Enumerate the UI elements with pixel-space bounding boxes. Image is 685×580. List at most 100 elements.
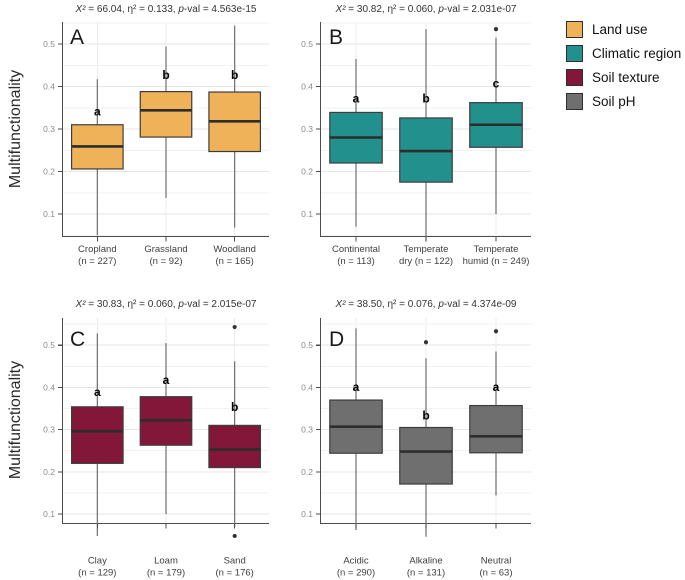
category-label: (n = 113) [337,256,375,267]
legend-item-soil-texture: Soil texture [566,65,681,89]
panel-c: 0.1 0.2 0.3 0.4 0.5 X² = 30.83, η² = 0.060, p… [43,299,269,579]
significance-letter: b [231,68,238,82]
panel-letter: A [70,26,84,49]
y-tick-label: 0.3 [301,425,313,435]
category-label: Temperate [474,244,519,255]
iqr-box [139,90,193,138]
y-tick-label: 0.4 [43,382,55,392]
significance-letter: b [422,91,429,105]
boxplot-loam: a Loam(n = 179) [139,343,193,579]
category-label: Woodland [213,244,256,255]
y-tick-label: 0.5 [43,39,55,49]
legend-item-climatic-region: Climatic region [566,41,681,65]
outlier-dot [493,27,499,32]
category-label: (n = 290) [337,568,375,579]
y-tick-label: 0.2 [301,467,313,477]
y-tick-label: 0.3 [43,425,55,435]
outlier-dot [232,533,237,539]
panel-stats-title: X² = 30.82, η² = 0.060, p-val = 2.031e-0… [335,4,517,15]
y-axis-title-row2: Multifunctionality [7,360,24,480]
legend-item-land-use: Land use [566,17,681,41]
category-label: Alkaline [409,556,442,567]
outlier-dot [232,324,237,330]
y-tick-label: 0.5 [301,39,313,49]
outlier-dot [423,340,429,345]
legend-label-climatic-region: Climatic region [592,45,682,61]
y-tick-label: 0.1 [301,209,313,219]
category-label: (n = 176) [216,568,254,579]
legend-label-soil-ph: Soil pH [592,93,636,109]
y-tick-label: 0.1 [43,509,55,519]
panel-letter: C [70,328,85,351]
y-tick-label: 0.4 [301,382,313,392]
category-label: (n = 179) [147,568,185,579]
category-label: (n = 227) [78,256,116,267]
category-label: humid (n = 249) [463,256,530,267]
y-tick-label: 0.3 [43,124,55,134]
panel-b: 0.1 0.2 0.3 0.4 0.5 X² = 30.82, η² = 0.060, p… [301,4,531,267]
y-tick-label: 0.3 [301,124,313,134]
y-tick-label: 0.4 [43,82,55,92]
y-tick-label: 0.2 [43,467,55,477]
category-label: Sand [224,556,246,567]
iqr-box [70,406,124,464]
panel-d: 0.1 0.2 0.3 0.4 0.5 X² = 38.50, η² = 0.076, p… [301,299,531,579]
category-label: Cropland [78,244,117,255]
legend-item-soil-ph: Soil pH [566,89,681,113]
significance-letter: b [162,68,169,82]
boxplot-grassland: b Grassland(n = 92) [139,46,193,267]
boxplot-acidic: a Acidic(n = 290) [329,328,383,579]
legend-swatch-soil-ph [566,92,583,110]
legend-swatch-soil-texture [566,68,583,86]
significance-letter: b [422,408,429,422]
significance-letter: c [493,77,500,91]
category-label: (n = 129) [78,568,116,579]
significance-letter: a [163,373,170,387]
panel-a: 0.1 0.2 0.3 0.4 0.5 X² = 66.04, η² = 0.133, p… [43,4,269,267]
y-tick-label: 0.1 [43,209,55,219]
category-label: Acidic [343,556,369,567]
category-label: Clay [88,556,107,567]
boxplot-continental: a Continental(n = 113) [329,58,383,267]
category-label: Temperate [404,244,449,255]
panel-stats-title: X² = 30.83, η² = 0.060, p-val = 2.015e-0… [75,299,257,310]
category-label: dry (n = 122) [399,256,453,267]
significance-letter: a [353,380,360,394]
y-tick-label: 0.5 [301,340,313,350]
boxplot-cropland: a Cropland(n = 227) [70,79,124,267]
legend-swatch-land-use [566,20,583,38]
boxplot-alkaline: b Alkaline(n = 131) [399,340,453,579]
category-label: (n = 131) [407,568,445,579]
significance-letter: a [493,380,500,394]
outlier-dot [493,329,499,334]
boxplot-clay: a Clay(n = 129) [70,333,124,579]
legend-label-soil-texture: Soil texture [592,69,660,85]
y-tick-label: 0.2 [301,167,313,177]
iqr-box [208,424,262,469]
legend: Land use Climatic region Soil texture So… [566,17,681,113]
category-label: (n = 92) [149,256,182,267]
boxplot-woodland: b Woodland(n = 165) [208,25,262,267]
significance-letter: a [94,105,101,119]
significance-letter: a [94,385,101,399]
category-label: (n = 165) [216,256,254,267]
legend-swatch-climatic-region [566,44,583,62]
category-label: Continental [332,244,380,255]
panel-stats-title: X² = 38.50, η² = 0.076, p-val = 4.374e-0… [335,299,517,310]
boxplot-neutral: a Neutral(n = 63) [469,329,523,579]
category-label: Grassland [144,244,187,255]
significance-letter: a [353,91,360,105]
iqr-box [469,404,523,454]
significance-letter: b [231,400,238,414]
panel-letter: B [329,26,343,49]
y-axis-title-row1: Multifunctionality [7,69,24,189]
panel-stats-title: X² = 66.04, η² = 0.133, p-val = 4.563e-1… [75,4,257,15]
category-label: Loam [154,556,178,567]
category-label: Neutral [481,556,512,567]
category-label: (n = 63) [479,568,512,579]
iqr-box [399,426,453,485]
y-tick-label: 0.4 [301,82,313,92]
